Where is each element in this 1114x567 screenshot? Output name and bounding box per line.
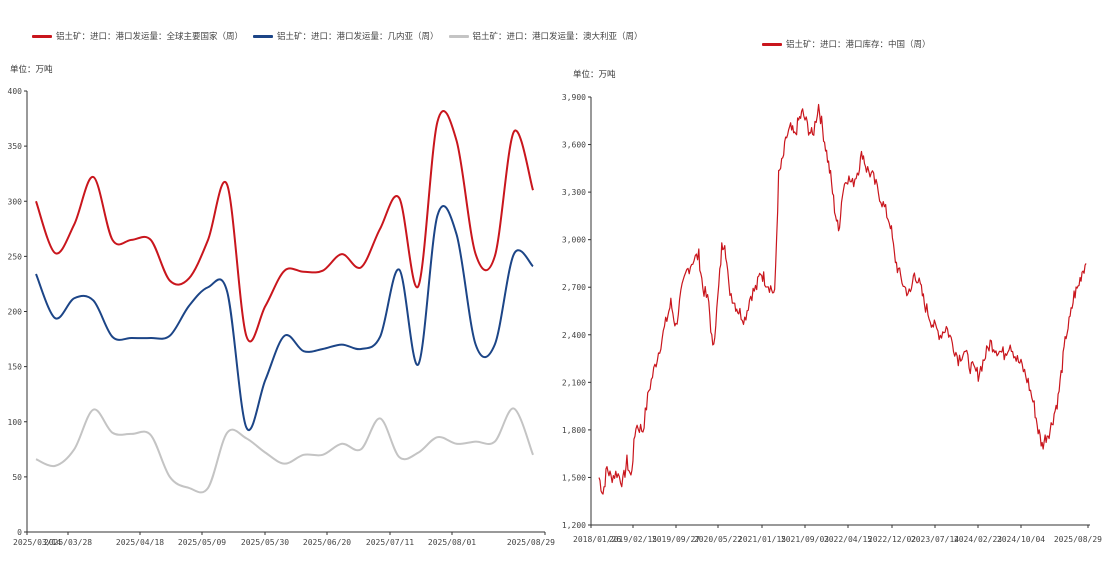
x-tick-label: 2020/05/22 [694, 535, 742, 544]
legend-item[interactable]: 铝土矿：进口：港口库存：中国（周） [762, 38, 931, 50]
right-chart-panel: 铝土矿：进口：港口库存：中国（周） 单位：万吨 1,200 1,500 1,800 2… [557, 0, 1114, 567]
y-tick-label: 150 [8, 363, 23, 372]
y-tick-label: 250 [8, 252, 23, 261]
x-tick-label: 2025/08/29 [1054, 535, 1102, 544]
series-line[interactable] [35, 110, 534, 343]
legend-swatch [448, 34, 469, 38]
x-tick-label: 2025/03/14 [13, 538, 61, 547]
x-tick-label: 2022/04/15 [824, 535, 872, 544]
x-tick-label: 2025/08/29 [507, 538, 555, 547]
x-tick-label: 2022/12/02 [868, 535, 916, 544]
legend-swatch [253, 34, 274, 38]
y-tick-label: 1,200 [562, 521, 586, 530]
legend-swatch [32, 34, 52, 38]
y-tick-label: 0 [17, 528, 22, 537]
legend-item[interactable]: 铝土矿：进口：港口发运量：全球主要国家（周） [32, 30, 243, 42]
y-tick-label: 100 [8, 418, 23, 427]
legend-label: 铝土矿：进口：港口发运量：全球主要国家（周） [56, 32, 244, 42]
y-tick-label: 3,600 [562, 141, 586, 150]
y-tick-label: 300 [8, 197, 23, 206]
x-tick-label: 2023/07/14 [911, 535, 959, 544]
y-tick-label: 1,500 [562, 473, 586, 482]
left-unit-label: 单位：万吨 [10, 65, 53, 75]
y-tick-label: 2,400 [562, 331, 586, 340]
y-tick-label: 200 [8, 308, 23, 317]
legend-swatch [762, 42, 782, 46]
y-tick-label: 400 [8, 87, 23, 96]
series-line[interactable] [598, 103, 1087, 495]
x-tick-label: 2024/02/23 [954, 535, 1002, 544]
legend-label: 铝土矿：进口：港口发运量：几内亚（周） [277, 32, 439, 42]
x-tick-label: 2019/02/15 [609, 535, 657, 544]
y-tick-label: 3,000 [562, 236, 586, 245]
x-tick-label: 2025/03/28 [44, 538, 92, 547]
right-chart-svg: 1,200 1,500 1,800 2,100 2,400 2,700 3,000 3,300… [562, 93, 1102, 544]
y-tick-label: 50 [12, 473, 22, 482]
x-tick-label: 2025/06/20 [303, 538, 351, 547]
legend-label: 铝土矿：进口：港口发运量：澳大利亚（周） [472, 32, 643, 42]
y-tick-label: 3,300 [562, 188, 586, 197]
left-chart-svg: 0501001502002503003504002025/03/142025/0… [8, 87, 556, 547]
legend-item[interactable]: 铝土矿：进口：港口发运量：澳大利亚（周） [448, 30, 643, 42]
x-tick-label: 2025/07/11 [366, 538, 414, 547]
x-tick-label: 2018/01/26 [573, 535, 621, 544]
x-tick-label: 2025/04/18 [116, 538, 164, 547]
right-legend: 铝土矿：进口：港口库存：中国（周） [762, 38, 941, 50]
y-tick-label: 1,800 [562, 426, 586, 435]
y-tick-label: 350 [8, 142, 23, 151]
x-tick-label: 2025/05/30 [241, 538, 289, 547]
legend-item[interactable]: 铝土矿：进口：港口发运量：几内亚（周） [253, 30, 439, 42]
x-tick-label: 2021/09/03 [781, 535, 829, 544]
left-chart-panel: 铝土矿：进口：港口发运量：全球主要国家（周） 铝土矿：进口：港口发运量：几内亚（周… [8, 32, 643, 547]
series-line[interactable] [35, 205, 534, 432]
x-tick-label: 2019/09/27 [652, 535, 700, 544]
legend-label: 铝土矿：进口：港口库存：中国（周） [786, 40, 931, 50]
x-tick-label: 2025/08/01 [428, 538, 476, 547]
y-tick-label: 3,900 [562, 93, 586, 102]
y-tick-label: 2,100 [562, 378, 586, 387]
series-line[interactable] [35, 407, 534, 494]
x-tick-label: 2025/05/09 [178, 538, 226, 547]
x-tick-label: 2024/10/04 [997, 535, 1045, 544]
y-tick-label: 2,700 [562, 283, 586, 292]
right-unit-label: 单位：万吨 [573, 70, 616, 80]
left-legend: 铝土矿：进口：港口发运量：全球主要国家（周） 铝土矿：进口：港口发运量：几内亚（周… [32, 30, 653, 42]
x-tick-label: 2021/01/15 [738, 535, 786, 544]
